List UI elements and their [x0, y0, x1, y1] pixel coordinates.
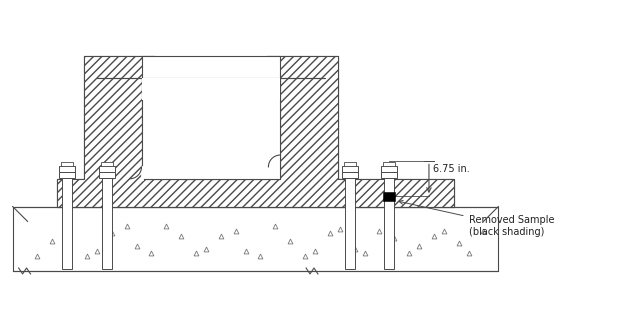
Polygon shape	[142, 56, 280, 179]
Polygon shape	[12, 207, 499, 271]
Polygon shape	[342, 172, 358, 178]
Text: Removed Sample
(black shading): Removed Sample (black shading)	[399, 200, 554, 237]
Polygon shape	[342, 166, 358, 172]
Polygon shape	[280, 100, 338, 179]
Polygon shape	[344, 162, 356, 166]
Polygon shape	[61, 162, 73, 166]
Polygon shape	[62, 178, 72, 269]
Polygon shape	[381, 166, 397, 172]
Polygon shape	[57, 179, 454, 207]
Polygon shape	[383, 192, 395, 201]
Polygon shape	[268, 56, 338, 78]
Polygon shape	[59, 166, 75, 172]
Polygon shape	[57, 56, 454, 207]
Text: 6.75 in.: 6.75 in.	[433, 164, 470, 174]
Polygon shape	[99, 166, 115, 172]
Polygon shape	[84, 56, 154, 78]
Polygon shape	[102, 178, 112, 269]
Polygon shape	[84, 100, 142, 179]
Polygon shape	[142, 78, 280, 100]
Polygon shape	[383, 162, 395, 166]
Polygon shape	[344, 178, 354, 269]
Polygon shape	[381, 172, 397, 178]
Polygon shape	[101, 162, 113, 166]
Polygon shape	[384, 178, 394, 269]
Polygon shape	[142, 78, 280, 179]
Polygon shape	[99, 172, 115, 178]
Polygon shape	[84, 78, 338, 100]
Polygon shape	[59, 172, 75, 178]
